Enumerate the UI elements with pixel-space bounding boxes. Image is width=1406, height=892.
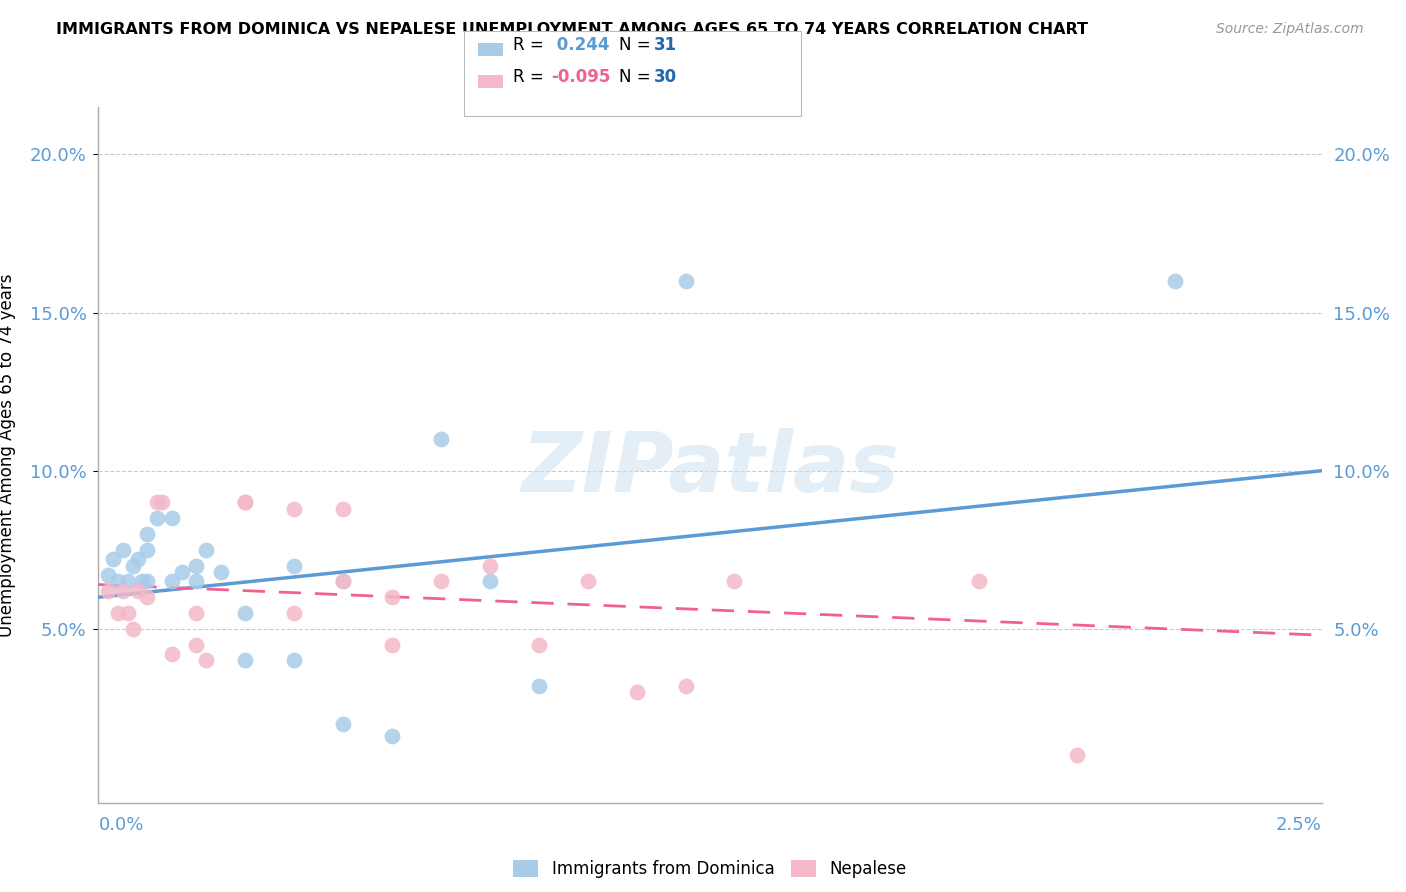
Point bbox=[97, 583, 120, 598]
Text: 30: 30 bbox=[654, 68, 676, 86]
Point bbox=[107, 574, 129, 589]
Point bbox=[136, 527, 159, 541]
Point bbox=[430, 432, 453, 446]
Text: 0.0%: 0.0% bbox=[98, 816, 143, 834]
Point bbox=[527, 679, 550, 693]
Text: N =: N = bbox=[619, 68, 655, 86]
Legend: Immigrants from Dominica, Nepalese: Immigrants from Dominica, Nepalese bbox=[506, 854, 914, 885]
Point bbox=[146, 495, 169, 509]
Point bbox=[332, 574, 354, 589]
Point bbox=[283, 653, 305, 667]
Point bbox=[626, 685, 648, 699]
Point bbox=[111, 583, 134, 598]
Point bbox=[430, 574, 453, 589]
Point bbox=[97, 568, 120, 582]
Point bbox=[233, 653, 256, 667]
Point bbox=[233, 606, 256, 620]
Point bbox=[117, 574, 139, 589]
Point bbox=[136, 591, 159, 605]
Point bbox=[527, 638, 550, 652]
Point bbox=[233, 495, 256, 509]
Point bbox=[675, 679, 697, 693]
Point bbox=[127, 583, 149, 598]
Point bbox=[136, 574, 159, 589]
Point bbox=[381, 730, 404, 744]
Point bbox=[195, 542, 218, 557]
Text: 0.244: 0.244 bbox=[551, 36, 610, 54]
Point bbox=[131, 574, 153, 589]
Text: ZIPatlas: ZIPatlas bbox=[522, 428, 898, 509]
Point bbox=[1164, 274, 1187, 288]
Point bbox=[332, 574, 354, 589]
Point bbox=[160, 511, 183, 525]
Text: R =: R = bbox=[513, 36, 550, 54]
Point bbox=[186, 638, 208, 652]
Text: 2.5%: 2.5% bbox=[1275, 816, 1322, 834]
Point bbox=[150, 495, 173, 509]
Point bbox=[160, 647, 183, 661]
Point bbox=[283, 606, 305, 620]
Point bbox=[233, 495, 256, 509]
Text: N =: N = bbox=[619, 36, 655, 54]
Point bbox=[107, 606, 129, 620]
Point bbox=[675, 274, 697, 288]
Point bbox=[381, 638, 404, 652]
Text: R =: R = bbox=[513, 68, 550, 86]
Point bbox=[170, 565, 193, 579]
Point bbox=[186, 574, 208, 589]
Point bbox=[121, 558, 143, 573]
Point bbox=[283, 501, 305, 516]
Text: IMMIGRANTS FROM DOMINICA VS NEPALESE UNEMPLOYMENT AMONG AGES 65 TO 74 YEARS CORR: IMMIGRANTS FROM DOMINICA VS NEPALESE UNE… bbox=[56, 22, 1088, 37]
Point bbox=[195, 653, 218, 667]
Point bbox=[332, 716, 354, 731]
Point bbox=[576, 574, 599, 589]
Point bbox=[146, 511, 169, 525]
Point bbox=[1066, 748, 1088, 763]
Point bbox=[160, 574, 183, 589]
Point bbox=[381, 591, 404, 605]
Point bbox=[332, 501, 354, 516]
Text: -0.095: -0.095 bbox=[551, 68, 610, 86]
Text: Source: ZipAtlas.com: Source: ZipAtlas.com bbox=[1216, 22, 1364, 37]
Point bbox=[136, 542, 159, 557]
Point bbox=[283, 558, 305, 573]
Point bbox=[186, 558, 208, 573]
Point bbox=[117, 606, 139, 620]
Point bbox=[111, 542, 134, 557]
Point bbox=[186, 606, 208, 620]
Point bbox=[209, 565, 232, 579]
Point bbox=[478, 574, 501, 589]
Point bbox=[723, 574, 745, 589]
Point bbox=[101, 552, 124, 566]
Y-axis label: Unemployment Among Ages 65 to 74 years: Unemployment Among Ages 65 to 74 years bbox=[0, 273, 15, 637]
Text: 31: 31 bbox=[654, 36, 676, 54]
Point bbox=[121, 622, 143, 636]
Point bbox=[127, 552, 149, 566]
Point bbox=[967, 574, 990, 589]
Point bbox=[478, 558, 501, 573]
